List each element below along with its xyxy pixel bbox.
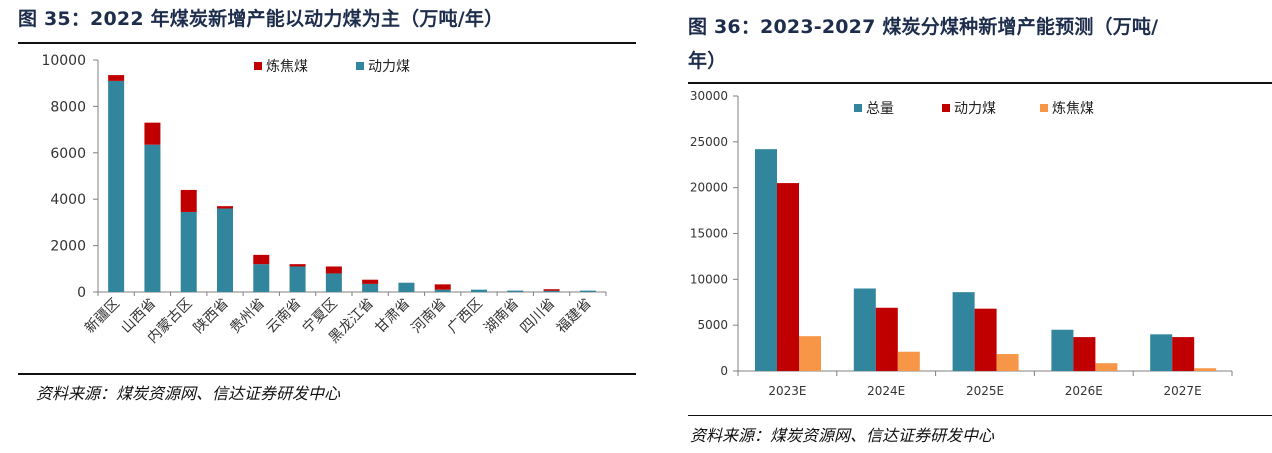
figure-36-top-rule	[688, 82, 1272, 84]
bar-thermal	[875, 307, 898, 371]
bar-coking	[1194, 368, 1217, 371]
x-category-label: 福建省	[554, 296, 595, 337]
x-category-label: 2025E	[966, 384, 1004, 398]
bar-coking	[543, 289, 560, 291]
y-tick-label: 6000	[50, 146, 86, 162]
bar-thermal	[217, 208, 233, 292]
bar-coking	[217, 206, 233, 209]
figure-35: 图 35：2022 年煤炭新增产能以动力煤为主（万吨/年） 0 2000 4000 6…	[18, 8, 636, 403]
legend-swatch	[1040, 104, 1048, 112]
bar-thermal	[974, 308, 997, 371]
bar-total	[1051, 329, 1074, 371]
bar-thermal	[398, 282, 415, 292]
bar-thermal	[1172, 337, 1195, 371]
legend-swatch	[356, 62, 364, 70]
chart-capacity-forecast-by-coal-type: 0 5000 10000 15000 20000 25000 30000 2023E 2024E…	[690, 89, 1233, 398]
bar-total	[1150, 334, 1173, 371]
chart-new-capacity-by-province: 0200040006000800010000新疆区山西省内蒙古区陕西省贵州省云南…	[41, 53, 607, 346]
bar-coking	[799, 336, 821, 371]
x-category-label: 四川省	[517, 296, 558, 337]
x-category-label: 陕西省	[191, 296, 232, 337]
bar-thermal	[507, 290, 524, 292]
bar-thermal	[434, 289, 451, 292]
bar-thermal	[253, 264, 270, 292]
bar-coking	[362, 279, 379, 284]
bar-thermal	[289, 266, 306, 292]
x-category-label: 甘肃省	[372, 296, 413, 337]
x-category-label: 新疆区	[82, 296, 123, 337]
y-tick-label: 0	[720, 364, 728, 378]
bar-thermal	[579, 290, 596, 292]
x-category-label: 2023E	[768, 384, 806, 398]
y-tick-label: 10000	[41, 53, 86, 69]
figure-36-source: 资料来源：煤炭资源网、信达证券研发中心	[690, 426, 995, 445]
x-category-label: 贵州省	[227, 296, 268, 337]
legend-label: 动力煤	[954, 101, 996, 117]
legend-swatch	[254, 62, 262, 70]
x-category-label: 云南省	[263, 296, 304, 337]
y-tick-label: 0	[77, 285, 86, 301]
y-tick-label: 15000	[690, 227, 728, 241]
x-category-label: 2026E	[1065, 384, 1103, 398]
y-tick-label: 30000	[690, 89, 728, 103]
bar-coking	[1095, 363, 1118, 371]
bar-thermal	[543, 290, 560, 292]
bar-thermal	[362, 283, 379, 292]
figure-35-source: 资料来源：煤炭资源网、信达证券研发中心	[36, 384, 341, 403]
bar-total	[755, 149, 777, 371]
bar-thermal	[1073, 337, 1096, 371]
y-tick-label: 20000	[690, 181, 728, 195]
x-category-label: 2027E	[1164, 384, 1202, 398]
bar-thermal	[108, 80, 125, 292]
legend-swatch	[854, 104, 862, 112]
bar-thermal	[144, 144, 161, 292]
bar-coking	[434, 284, 451, 290]
bar-total	[853, 288, 876, 371]
y-tick-label: 8000	[50, 99, 86, 115]
figure-35-bottom-rule	[18, 373, 636, 375]
bar-thermal	[325, 273, 342, 292]
bar-coking	[180, 189, 197, 212]
y-tick-label: 25000	[690, 135, 728, 149]
x-category-label: 河南省	[409, 296, 450, 337]
x-category-label: 广西区	[445, 296, 486, 337]
figure-35-top-rule	[18, 42, 636, 44]
y-tick-label: 4000	[50, 192, 86, 208]
bar-thermal	[777, 183, 799, 371]
bar-thermal	[471, 289, 487, 292]
bar-coking	[108, 75, 125, 81]
x-category-label: 2024E	[867, 384, 905, 398]
legend-label: 总量	[866, 101, 894, 117]
bar-total	[952, 292, 975, 371]
bar-coking	[289, 264, 306, 267]
x-category-label: 湖南省	[481, 296, 522, 337]
y-tick-label: 10000	[690, 272, 728, 286]
legend-label: 炼焦煤	[266, 59, 308, 75]
bar-coking	[996, 354, 1019, 371]
y-tick-label: 5000	[697, 318, 728, 332]
figure-36: 图 36：2023-2027 煤炭分煤种新增产能预测（万吨/ 年） 0 5000 1…	[680, 0, 1272, 453]
legend-label: 炼焦煤	[1052, 101, 1094, 117]
figure-36-title-line2: 年）	[688, 50, 727, 72]
legend-swatch	[942, 104, 950, 112]
bar-coking	[253, 254, 270, 265]
legend-label: 动力煤	[368, 59, 410, 75]
bar-coking	[144, 122, 161, 145]
figure-35-title: 图 35：2022 年煤炭新增产能以动力煤为主（万吨/年）	[18, 8, 504, 30]
bar-coking	[325, 266, 342, 274]
bar-thermal	[180, 211, 197, 292]
bar-coking	[897, 351, 920, 371]
y-tick-label: 2000	[50, 239, 86, 255]
figure-36-title-line1: 图 36：2023-2027 煤炭分煤种新增产能预测（万吨/	[688, 16, 1159, 38]
figure-36-bottom-rule	[688, 415, 1272, 416]
